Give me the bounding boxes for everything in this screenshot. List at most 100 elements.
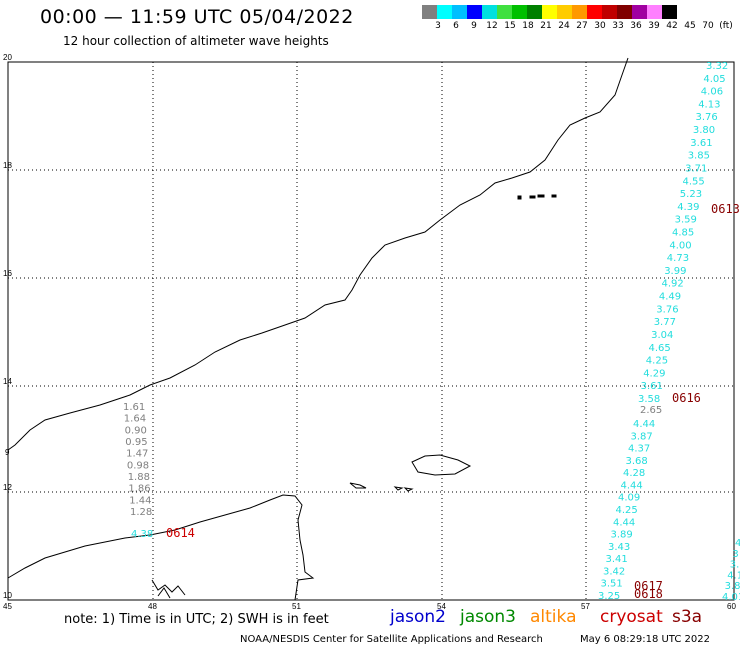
color-swatch <box>452 5 467 19</box>
legend-s3a: s3a <box>672 607 703 627</box>
color-scale-label: 24 <box>558 21 570 31</box>
wave-height-label: 0.95 <box>125 437 147 448</box>
wave-height-label: 3.76 <box>656 304 678 315</box>
wave-height-label-cut: 4.1 <box>727 570 740 581</box>
x-tick-57: 57 <box>581 602 590 611</box>
color-scale-label: 18 <box>522 21 534 31</box>
color-swatch <box>647 5 662 19</box>
wave-height-label: 1.47 <box>126 449 148 460</box>
wave-height-label: 3.77 <box>654 317 676 328</box>
wave-height-label: 4.25 <box>616 505 638 516</box>
map-frame <box>7 61 735 601</box>
color-scale-label: 15 <box>504 21 516 31</box>
y-tick-20: 20 <box>3 53 12 62</box>
legend-altika: altika <box>530 607 577 627</box>
x-tick-45: 45 <box>3 602 12 611</box>
color-scale-label: 3 <box>435 21 441 31</box>
y-tick-18: 18 <box>3 161 12 170</box>
color-scale-label: 36 <box>630 21 642 31</box>
coastline-arabia <box>7 57 629 451</box>
wave-height-label: 1.44 <box>129 495 151 506</box>
color-scale-label: (ft) <box>719 21 733 31</box>
wave-height-label: 5.23 <box>680 189 702 200</box>
coastline-tip-detail <box>151 579 186 599</box>
y-tick-12: 12 <box>3 483 12 492</box>
y-tick-extra: 9 <box>5 448 10 457</box>
page-subtitle: 12 hour collection of altimeter wave hei… <box>63 34 329 48</box>
wave-height-label: 4.73 <box>667 253 689 264</box>
wave-height-label: 4.92 <box>662 279 684 290</box>
color-swatch <box>662 5 677 19</box>
wave-height-label: 3.58 <box>638 394 660 405</box>
x-tick-54: 54 <box>437 602 446 611</box>
color-swatch <box>482 5 497 19</box>
gray-value-label: 2.65 <box>640 405 662 416</box>
color-scale-label: 27 <box>576 21 588 31</box>
wave-height-label-cut: 3 <box>732 549 738 560</box>
color-swatch <box>527 5 542 19</box>
footer-note: note: 1) Time is in UTC; 2) SWH is in fe… <box>64 612 329 627</box>
color-scale-label: 30 <box>594 21 606 31</box>
color-scale-label: 70 <box>702 21 714 31</box>
page-title: 00:00 — 11:59 UTC 05/04/2022 <box>40 6 354 28</box>
wave-height-label: 4.37 <box>628 444 650 455</box>
color-swatch <box>542 5 557 19</box>
color-scale-label: 6 <box>453 21 459 31</box>
color-scale-label: 45 <box>684 21 696 31</box>
credit-timestamp: May 6 08:29:18 UTC 2022 <box>580 634 710 645</box>
color-swatch <box>587 5 602 19</box>
island-kuria-muria <box>517 194 557 200</box>
wave-height-label: 4.39 <box>677 202 699 213</box>
wave-height-label: 4.09 <box>618 493 640 504</box>
wave-height-label: 1.88 <box>128 472 150 483</box>
cyan-west-value-label: 4.38 <box>131 529 153 540</box>
wave-height-label-cut: 4 <box>735 538 740 549</box>
wave-height-label: 3.59 <box>675 215 697 226</box>
time-label-0614: 0614 <box>166 526 195 540</box>
legend-jason3: jason3 <box>460 607 516 627</box>
color-scale-labels: 3 6 9 12 15 18 21 24 27 30 33 36 39 42 45 70 (ft) <box>422 21 740 33</box>
wave-height-label: 4.28 <box>623 468 645 479</box>
wave-height-label: 3.43 <box>608 542 630 553</box>
y-tick-14: 14 <box>3 377 12 386</box>
wave-height-label: 3.41 <box>606 554 628 565</box>
color-swatch <box>437 5 452 19</box>
wave-height-label: 4.49 <box>659 292 681 303</box>
wave-height-label: 3.87 <box>631 431 653 442</box>
time-label-0618: 0618 <box>634 587 663 601</box>
legend-jason2: jason2 <box>390 607 446 627</box>
wave-height-label-cut: 3. <box>730 560 740 571</box>
wave-height-label-cut: 3.8 <box>725 581 740 592</box>
color-swatch <box>497 5 512 19</box>
time-label-0613: 0613 <box>711 202 740 216</box>
color-swatch <box>572 5 587 19</box>
time-label-0617: 0617 <box>634 579 663 593</box>
color-scale-label: 12 <box>486 21 498 31</box>
wave-height-label: 4.85 <box>672 228 694 239</box>
color-scale-label: 39 <box>648 21 660 31</box>
wave-height-label: 3.99 <box>664 266 686 277</box>
wave-height-label: 4.25 <box>646 356 668 367</box>
wave-height-label: 4.06 <box>701 87 723 98</box>
wave-height-label: 4.44 <box>633 419 655 430</box>
coastline-horn <box>7 494 315 601</box>
wave-height-label: 3.42 <box>603 566 625 577</box>
color-swatch <box>512 5 527 19</box>
wave-height-label: 3.89 <box>611 530 633 541</box>
color-swatch <box>422 5 437 19</box>
wave-height-label: 1.28 <box>130 507 152 518</box>
color-swatch <box>467 5 482 19</box>
wave-height-label: 1.61 <box>123 402 145 413</box>
wave-height-label: 0.98 <box>127 460 149 471</box>
color-scale-bar <box>422 5 677 19</box>
wave-height-label-cut: 4.01 <box>722 592 740 603</box>
color-swatch <box>557 5 572 19</box>
wave-height-label: 4.44 <box>613 517 635 528</box>
color-scale-label: 9 <box>471 21 477 31</box>
wave-height-label: 0.90 <box>125 425 147 436</box>
x-tick-51: 51 <box>292 602 301 611</box>
wave-height-label: 3.04 <box>651 330 673 341</box>
wave-height-label: 4.13 <box>698 99 720 110</box>
x-tick-48: 48 <box>148 602 157 611</box>
